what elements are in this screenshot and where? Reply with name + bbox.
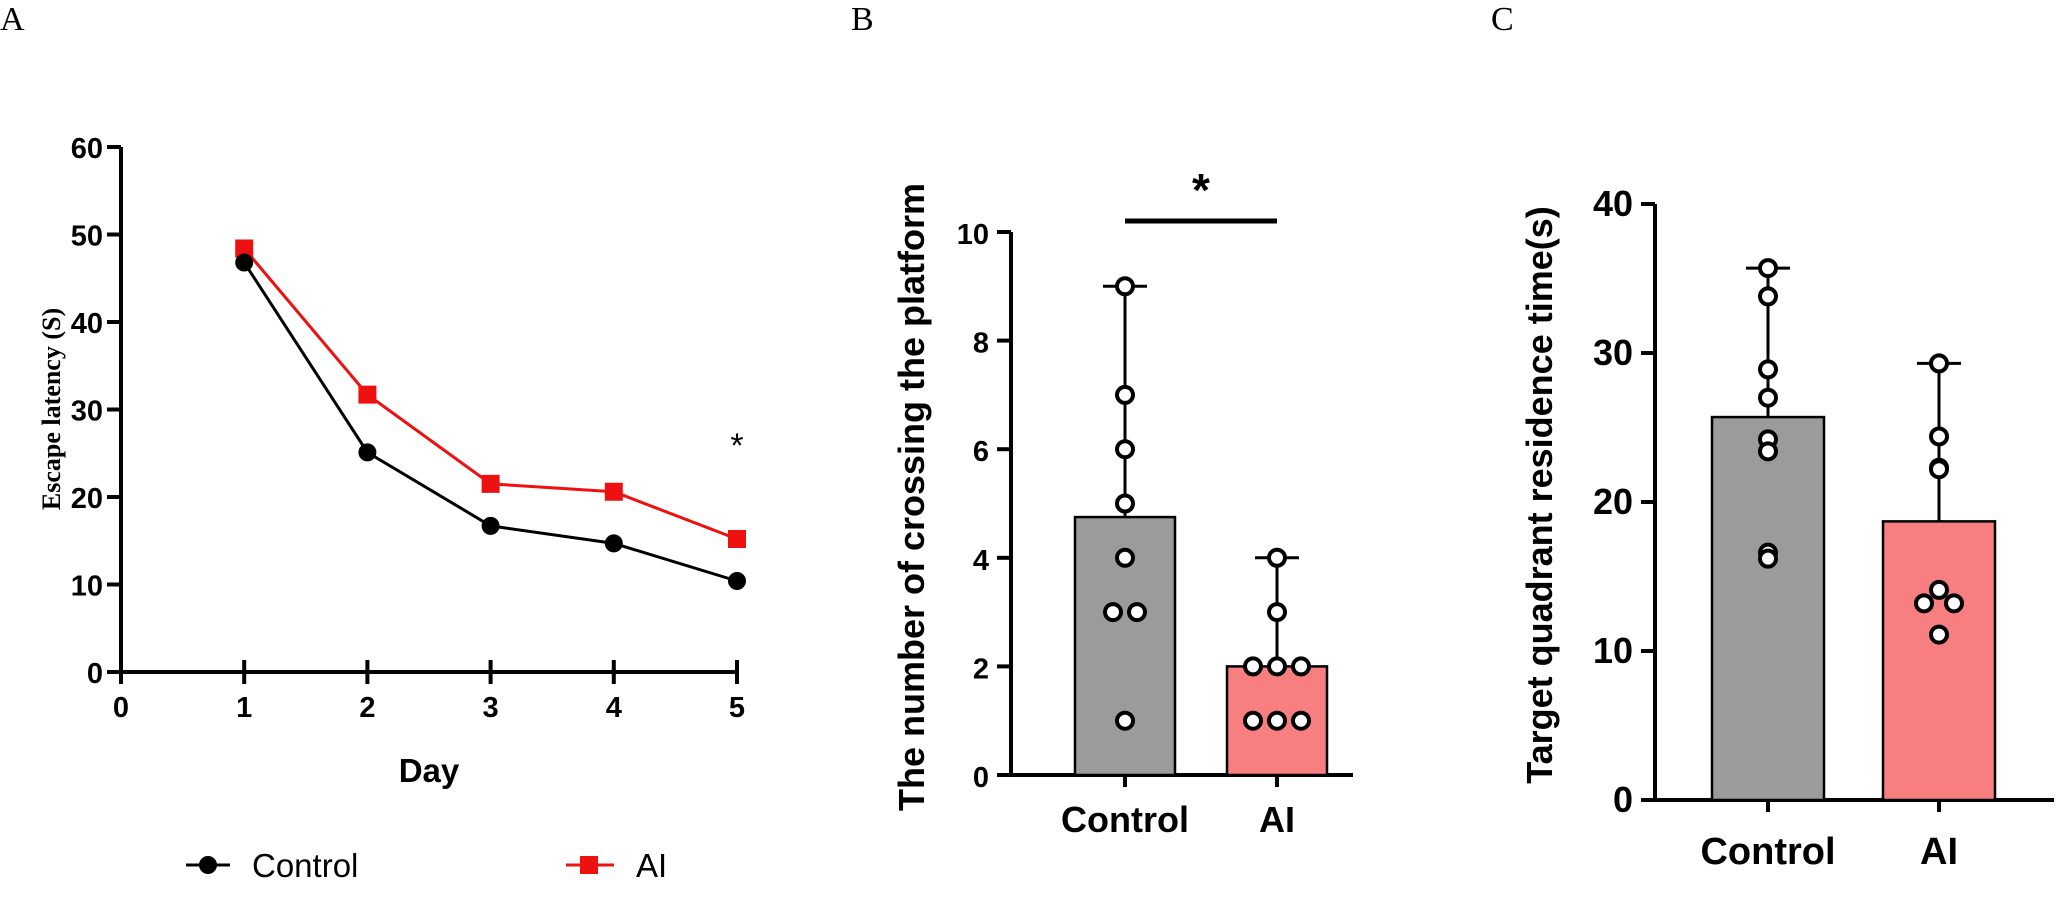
legend-item-control: Control (186, 847, 358, 884)
legend-ai-marker (580, 856, 598, 874)
data-point-control (1115, 439, 1135, 460)
series-line-ai (243, 247, 738, 541)
x-tick-label: 4 (606, 692, 622, 724)
y-tick-label: 40 (71, 308, 103, 340)
data-point-ai (728, 530, 746, 548)
data-point-control (1115, 493, 1135, 514)
data-point-ai (1291, 656, 1311, 677)
y-tick-label: 10 (957, 219, 989, 251)
bar-control (1710, 415, 1826, 802)
y-tick-label: 6 (973, 436, 989, 468)
data-point-control (1758, 258, 1778, 279)
data-point-control (1758, 548, 1778, 569)
y-axis-label: The number of crossing the platform (891, 183, 932, 811)
data-point-control (1758, 387, 1778, 408)
panel-label-a: A (0, 1, 25, 38)
data-point-control (1758, 359, 1778, 380)
data-point-control (1115, 276, 1135, 297)
data-point-ai (1914, 593, 1934, 614)
data-point-ai (358, 385, 377, 404)
y-tick-label: 60 (71, 133, 103, 165)
x-tick-label: 2 (359, 692, 375, 724)
legend: Control AI (186, 847, 667, 884)
y-tick-label: 0 (973, 762, 989, 794)
significance-marker: * (1192, 164, 1210, 216)
data-point-ai (1929, 459, 1949, 480)
data-point-control (1758, 286, 1778, 307)
data-point-ai (1929, 353, 1949, 374)
data-point-ai (1267, 547, 1287, 568)
significance-marker: * (730, 427, 743, 465)
data-point-ai (1267, 602, 1287, 623)
y-tick-label: 20 (1593, 481, 1633, 522)
y-axis-label: Escape latency (S) (37, 308, 66, 510)
y-tick-label: 10 (71, 571, 103, 603)
data-point-control (1115, 710, 1135, 731)
y-tick-label: 30 (1593, 332, 1633, 373)
legend-ai-label: AI (636, 847, 667, 884)
data-point-ai (1929, 579, 1949, 600)
data-point-control (1127, 602, 1147, 623)
x-axis-label: Day (399, 752, 460, 789)
y-tick-label: 4 (973, 545, 989, 577)
legend-control-marker (199, 856, 217, 874)
data-point-control (1115, 547, 1135, 568)
data-point-ai (1243, 710, 1263, 731)
y-tick-label: 30 (71, 396, 103, 428)
x-tick-label-control: Control (1700, 831, 1835, 873)
y-tick-label: 10 (1593, 630, 1633, 671)
x-tick-label: 3 (483, 692, 499, 724)
data-point-ai (235, 239, 254, 258)
x-tick-label: 0 (113, 692, 129, 724)
bar-chart-platform-crossings: 0 2 4 6 8 10 Control AI * The number of crossi… (891, 164, 1353, 840)
data-point-control (1103, 602, 1123, 623)
y-tick-label: 20 (71, 483, 103, 515)
legend-item-ai: AI (566, 847, 667, 884)
y-tick-label: 2 (973, 653, 989, 685)
data-point-control (235, 253, 254, 272)
bar-ai (1881, 520, 1997, 802)
data-point-ai (1243, 656, 1263, 677)
data-point-ai (1929, 426, 1949, 447)
x-tick-label-ai: AI (1259, 799, 1295, 840)
x-tick-label-control: Control (1061, 799, 1189, 840)
y-tick-label: 40 (1593, 183, 1633, 224)
data-point-control (358, 443, 377, 462)
panel-label-b: B (851, 1, 874, 38)
data-point-control (728, 572, 746, 590)
y-tick-label: 50 (71, 221, 103, 253)
data-point-control (604, 534, 623, 553)
data-point-ai (1929, 624, 1949, 645)
data-point-ai (1291, 710, 1311, 731)
panel-label-c: C (1491, 1, 1514, 38)
data-point-ai (1267, 656, 1287, 677)
data-point-control (1758, 441, 1778, 462)
y-axis-label: Target quadrant residence time(s) (1519, 206, 1560, 783)
data-point-control (1115, 384, 1135, 405)
y-tick-label: 0 (87, 658, 103, 690)
data-point-ai (604, 482, 623, 501)
legend-control-label: Control (252, 847, 358, 884)
y-tick-label: 0 (1613, 779, 1633, 820)
data-point-ai (1944, 593, 1964, 614)
data-point-ai (481, 474, 500, 493)
x-tick-label: 1 (236, 692, 252, 724)
data-point-ai (1267, 710, 1287, 731)
bar-chart-residence-time: 0 10 20 30 40 Control AI Target quadrant resi… (1519, 183, 2054, 873)
y-tick-label: 8 (973, 328, 989, 360)
x-tick-label: 5 (729, 692, 745, 724)
data-point-control (481, 516, 500, 535)
x-tick-label-ai: AI (1920, 831, 1958, 873)
